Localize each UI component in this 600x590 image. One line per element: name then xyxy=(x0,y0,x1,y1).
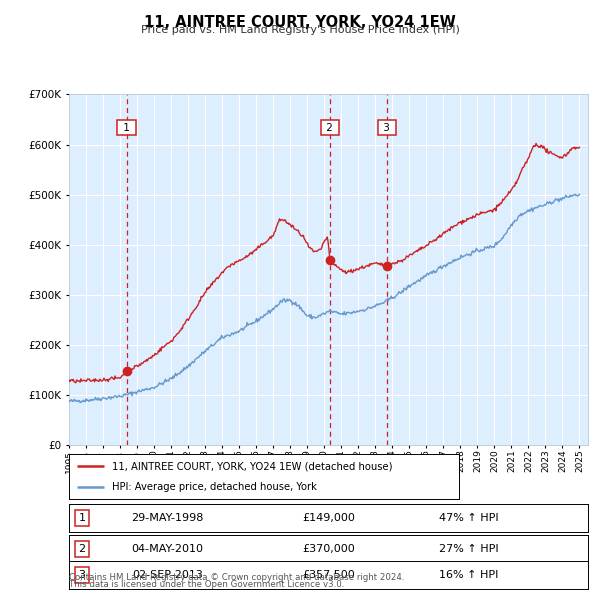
Text: 1: 1 xyxy=(79,513,85,523)
Text: 29-MAY-1998: 29-MAY-1998 xyxy=(131,513,204,523)
Text: £370,000: £370,000 xyxy=(302,544,355,553)
Text: 2: 2 xyxy=(323,123,337,133)
Text: 11, AINTREE COURT, YORK, YO24 1EW: 11, AINTREE COURT, YORK, YO24 1EW xyxy=(144,15,456,30)
Text: 16% ↑ HPI: 16% ↑ HPI xyxy=(439,571,499,580)
Text: This data is licensed under the Open Government Licence v3.0.: This data is licensed under the Open Gov… xyxy=(69,581,344,589)
Text: 3: 3 xyxy=(79,571,85,580)
Text: 2: 2 xyxy=(79,544,86,553)
Text: 02-SEP-2013: 02-SEP-2013 xyxy=(132,571,203,580)
Text: 3: 3 xyxy=(380,123,393,133)
Text: HPI: Average price, detached house, York: HPI: Average price, detached house, York xyxy=(112,481,317,491)
Text: Price paid vs. HM Land Registry's House Price Index (HPI): Price paid vs. HM Land Registry's House … xyxy=(140,25,460,35)
Text: 11, AINTREE COURT, YORK, YO24 1EW (detached house): 11, AINTREE COURT, YORK, YO24 1EW (detac… xyxy=(112,461,392,471)
Text: 47% ↑ HPI: 47% ↑ HPI xyxy=(439,513,499,523)
Text: £357,500: £357,500 xyxy=(302,571,355,580)
Text: £149,000: £149,000 xyxy=(302,513,355,523)
Text: 1: 1 xyxy=(120,123,133,133)
Text: 27% ↑ HPI: 27% ↑ HPI xyxy=(439,544,499,553)
Text: 04-MAY-2010: 04-MAY-2010 xyxy=(131,544,203,553)
Text: Contains HM Land Registry data © Crown copyright and database right 2024.: Contains HM Land Registry data © Crown c… xyxy=(69,573,404,582)
